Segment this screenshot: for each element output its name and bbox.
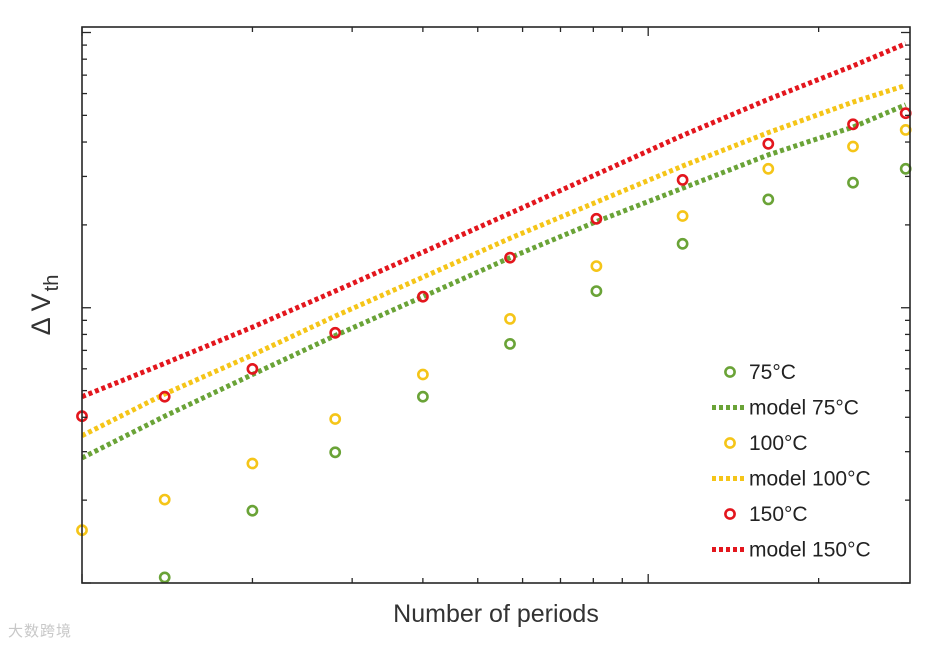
series-line-model-100c: [82, 83, 907, 438]
axes-frame: [81, 26, 911, 584]
data-point-150c: [847, 118, 859, 131]
legend: 75°C model 75°C 100°C model 100°C 150°C model…: [712, 361, 871, 562]
data-point-100c: [899, 123, 912, 136]
data-point-75c: [762, 193, 775, 206]
data-point-75c: [590, 285, 603, 297]
plot-area: [76, 41, 912, 584]
data-point-100c: [847, 140, 859, 153]
data-point-100c: [504, 312, 516, 325]
data-markers: [76, 107, 912, 584]
y-axis-label: Δ Vth: [26, 275, 63, 336]
legend-item-100c: 100°C: [724, 432, 808, 455]
y-axis-label-subscript: th: [41, 275, 63, 292]
data-point-150c: [590, 212, 603, 225]
data-point-150c: [416, 290, 429, 303]
legend-label: model 100°C: [749, 468, 871, 491]
data-point-150c: [676, 173, 689, 186]
x-axis-label: Number of periods: [393, 600, 599, 628]
legend-label: 150°C: [749, 503, 808, 526]
legend-item-model-150c: model 150°C: [712, 539, 871, 562]
x-ticks: [81, 27, 820, 583]
legend-item-150c: 150°C: [724, 503, 808, 526]
data-point-100c: [329, 413, 342, 425]
data-point-150c: [762, 137, 775, 150]
series-line-model-150c: [82, 41, 907, 400]
legend-item-model-75c: model 75°C: [712, 397, 859, 420]
data-point-75c: [847, 176, 859, 189]
axes: [81, 26, 911, 584]
legend-item-model-100c: model 100°C: [712, 468, 871, 491]
legend-label: 100°C: [749, 432, 808, 455]
legend-label: model 150°C: [749, 539, 871, 562]
data-point-100c: [676, 210, 689, 222]
data-point-150c: [329, 326, 342, 339]
data-point-75c: [504, 337, 516, 350]
y-ticks: [82, 31, 910, 584]
legend-label: 75°C: [749, 361, 796, 384]
series-line-model-75c: [82, 102, 907, 461]
data-point-75c: [158, 571, 171, 584]
data-point-75c: [329, 446, 342, 459]
data-point-75c: [246, 504, 259, 517]
legend-swatch-marker: [724, 366, 736, 378]
data-point-75c: [416, 390, 429, 403]
data-point-75c: [899, 162, 912, 175]
legend-item-75c: 75°C: [724, 361, 796, 384]
data-point-100c: [246, 457, 259, 470]
y-axis-label-main: Δ V: [26, 293, 56, 335]
data-point-150c: [246, 362, 259, 375]
data-point-150c: [158, 390, 171, 403]
watermark: 大数跨境: [8, 622, 73, 640]
data-point-100c: [590, 260, 603, 272]
legend-swatch-marker: [724, 437, 736, 449]
data-point-100c: [158, 493, 171, 506]
data-point-150c: [504, 251, 516, 264]
model-lines: [82, 41, 907, 461]
data-point-100c: [762, 162, 775, 175]
svg-text:Δ Vth: Δ Vth: [26, 275, 63, 336]
data-point-150c: [899, 107, 912, 120]
legend-label: model 75°C: [749, 397, 859, 420]
legend-swatch-marker: [724, 508, 736, 520]
data-point-75c: [676, 237, 689, 250]
data-point-100c: [416, 368, 429, 381]
